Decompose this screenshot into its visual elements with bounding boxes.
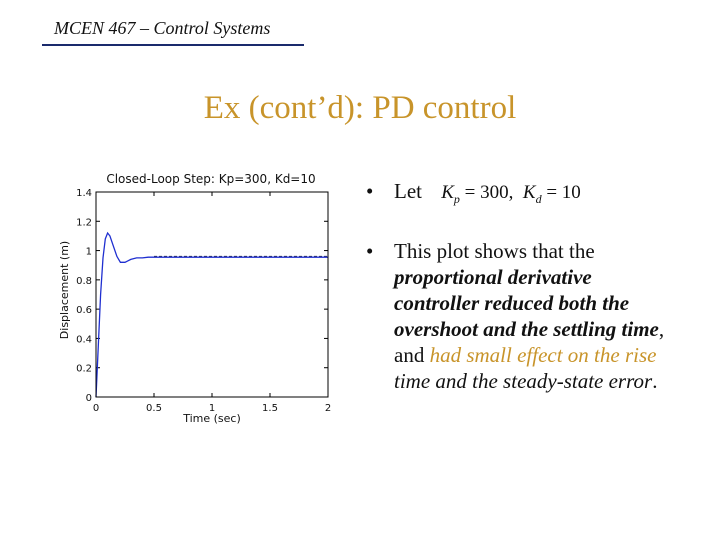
x-tick-label: 0.5: [146, 403, 162, 414]
bullet-dot: •: [366, 179, 374, 203]
y-tick-label: 0.8: [76, 276, 92, 287]
bullet-dot: •: [366, 238, 374, 263]
y-tick-label: 1: [86, 247, 92, 258]
y-tick-label: 0: [86, 393, 92, 404]
x-tick-label: 2: [325, 403, 331, 414]
y-tick-label: 1.2: [76, 217, 92, 228]
let-label: Let: [394, 179, 422, 203]
plot-text-3: , and: [394, 316, 665, 367]
bullet-plot: • This plot shows that the proportional …: [366, 238, 666, 394]
slide-title: Ex (cont’d): PD control: [203, 90, 517, 126]
plot-text-6: .: [652, 368, 658, 393]
series-line: [95, 231, 328, 398]
kd-symbol: K: [522, 182, 536, 203]
bullet-list: • Let Kp = 300, Kd = 10 • This plot show…: [366, 178, 666, 420]
chart-ylabel: Displacement (m): [58, 241, 71, 339]
plot-text-5: time and the steady-state error: [394, 368, 653, 393]
kd-subscript: d: [535, 191, 542, 206]
plot-text-1: This plot shows that the: [394, 238, 595, 263]
x-tick-label: 1: [209, 403, 215, 414]
header-rule: [42, 44, 304, 46]
kp-value: = 300,: [464, 182, 514, 203]
plot-text-4: had small effect on the rise: [429, 342, 657, 367]
gain-equation: Kp = 300, Kd = 10: [441, 182, 581, 206]
x-tick-label: 0: [93, 403, 99, 414]
chart-xlabel: Time (sec): [182, 412, 241, 425]
y-tick-label: 0.4: [76, 334, 92, 345]
bullet-let: • Let Kp = 300, Kd = 10: [366, 178, 666, 212]
chart-title: Closed-Loop Step: Kp=300, Kd=10: [106, 172, 315, 186]
plot-text-2: proportional derivative controller reduc…: [394, 264, 659, 341]
y-tick-label: 0.6: [76, 305, 92, 316]
step-response-chart: Closed-Loop Step: Kp=300, Kd=10 Displace…: [50, 170, 350, 432]
y-tick-label: 0.2: [76, 364, 92, 375]
plot-frame: [95, 191, 329, 398]
kd-value: = 10: [546, 182, 581, 203]
chart-svg: Closed-Loop Step: Kp=300, Kd=10 Displace…: [58, 172, 331, 425]
course-title: MCEN 467 – Control Systems: [54, 18, 271, 38]
x-tick-label: 1.5: [262, 403, 278, 414]
kp-subscript: p: [453, 191, 460, 206]
kp-symbol: K: [441, 182, 454, 203]
y-tick-label: 1.4: [76, 188, 92, 199]
